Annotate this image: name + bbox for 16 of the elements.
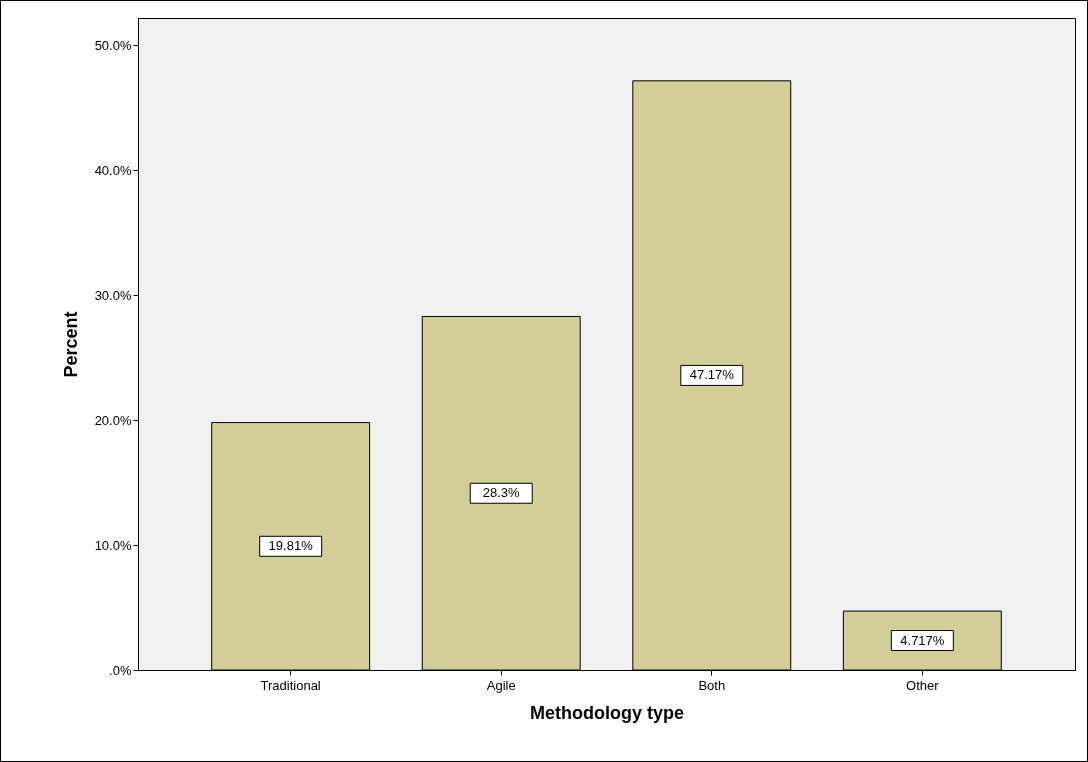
y-tick-label: 10.0%: [94, 537, 132, 553]
x-tick-label: Traditional: [260, 677, 321, 693]
x-axis-title: Methodology type: [530, 702, 684, 723]
x-tick-label: Agile: [486, 677, 516, 693]
y-tick-label: .0%: [109, 662, 132, 678]
y-tick-label: 50.0%: [94, 37, 132, 53]
data-label: 4.717%: [900, 632, 945, 648]
data-label: 19.81%: [268, 538, 314, 554]
y-tick-label: 30.0%: [94, 287, 132, 303]
data-label: 28.3%: [482, 485, 521, 501]
x-tick-label: Other: [906, 677, 940, 693]
y-tick-label: 40.0%: [94, 162, 132, 178]
y-tick-label: 20.0%: [94, 412, 132, 428]
y-axis-title: Percent: [60, 311, 81, 378]
data-label: 47.17%: [689, 367, 735, 383]
x-tick-label: Both: [698, 677, 726, 693]
